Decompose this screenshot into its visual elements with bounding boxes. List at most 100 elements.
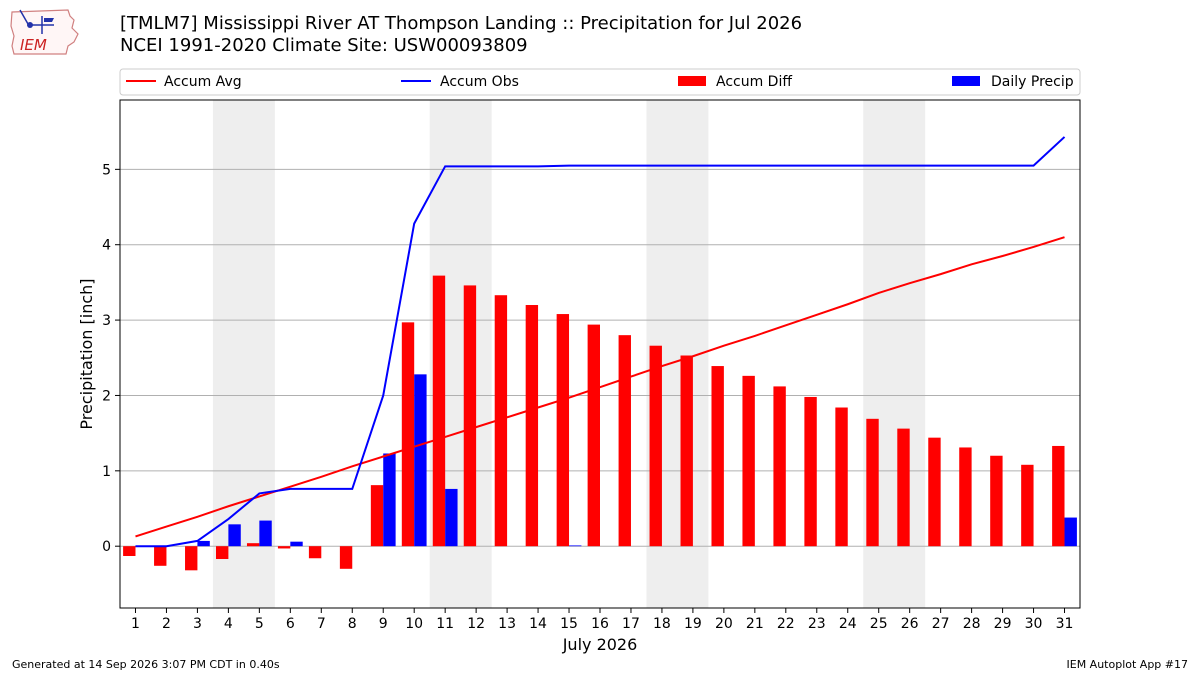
x-tick-label: 19 (684, 616, 702, 632)
x-tick-label: 7 (317, 616, 326, 632)
x-tick-label: 6 (286, 616, 295, 632)
x-tick-label: 16 (591, 616, 609, 632)
legend-label-daily-precip: Daily Precip (991, 74, 1074, 90)
accum-diff-bar (587, 324, 600, 547)
legend-label-accum-avg: Accum Avg (164, 74, 242, 90)
accum-diff-bar (618, 335, 631, 547)
daily-precip-bar (569, 545, 582, 547)
title-line-1: [TMLM7] Mississippi River AT Thompson La… (120, 13, 803, 34)
x-tick-label: 28 (963, 616, 981, 632)
x-tick-label: 24 (839, 616, 857, 632)
accum-diff-bar (1052, 445, 1065, 547)
x-tick-label: 4 (224, 616, 233, 632)
accum-diff-bar (339, 546, 353, 569)
bar-series (123, 275, 1077, 571)
iem-logo: IEM (8, 6, 82, 58)
y-tick-label: 0 (102, 539, 111, 555)
accum-diff-bar (246, 543, 260, 547)
daily-precip-bar (1064, 517, 1077, 547)
x-tick-label: 8 (348, 616, 357, 632)
x-tick-label: 26 (901, 616, 919, 632)
y-axis-label: Precipitation [inch] (77, 278, 96, 429)
x-tick-label: 13 (498, 616, 516, 632)
accum-diff-bar (897, 428, 910, 547)
daily-precip-bar (259, 520, 272, 547)
accum-diff-bar (928, 437, 941, 547)
accum-diff-bar (804, 396, 817, 547)
x-tick-label: 27 (932, 616, 950, 632)
accum-diff-bar (835, 407, 848, 547)
accum-diff-bar (277, 546, 291, 549)
accum-diff-bar (308, 546, 322, 559)
daily-precip-bar (228, 524, 241, 547)
x-tick-label: 17 (622, 616, 640, 632)
accum-diff-bar (401, 322, 415, 547)
accum-diff-bar (1021, 464, 1034, 547)
x-tick-label: 9 (379, 616, 388, 632)
x-tick-label: 21 (746, 616, 764, 632)
accum-diff-bar (990, 455, 1003, 547)
accum-diff-bar (866, 418, 879, 547)
accum-diff-bar (556, 314, 570, 547)
y-tick-label: 3 (102, 313, 111, 329)
legend-box (119, 68, 1081, 96)
generated-timestamp: Generated at 14 Sep 2026 3:07 PM CDT in … (12, 658, 280, 671)
x-tick-label: 31 (1056, 616, 1074, 632)
accum-diff-bar (185, 546, 198, 571)
accum-diff-bar (742, 375, 755, 547)
accum-diff-bar (680, 355, 693, 547)
daily-precip-bar (197, 540, 210, 547)
x-tick-label: 12 (467, 616, 485, 632)
legend-item-daily-precip: Daily Precip (952, 74, 1074, 90)
chart-title: [TMLM7] Mississippi River AT Thompson La… (120, 13, 802, 57)
x-tick-label: 23 (808, 616, 826, 632)
x-tick-label: 15 (560, 616, 578, 632)
accum-obs-line (135, 136, 1066, 548)
x-tick-label: 10 (405, 616, 423, 632)
daily-precip-bar (383, 453, 396, 547)
y-tick-label: 5 (102, 162, 111, 178)
y-tick-label: 4 (102, 238, 111, 254)
x-tick-label: 18 (653, 616, 671, 632)
legend-swatch-daily-precip (952, 76, 980, 86)
daily-precip-bar (414, 374, 427, 547)
legend-swatch-accum-diff (678, 76, 706, 86)
accum-diff-bar (959, 447, 972, 547)
accum-diff-bar (649, 345, 662, 547)
accum-avg-line (135, 236, 1065, 538)
accum-diff-bar (463, 285, 477, 547)
x-tick-label: 3 (193, 616, 202, 632)
x-tick-label: 22 (777, 616, 795, 632)
weekend-shading (212, 100, 926, 608)
x-tick-label: 30 (1025, 616, 1043, 632)
x-tick-label: 20 (715, 616, 733, 632)
y-tick-label: 2 (102, 388, 111, 404)
x-tick-label: 2 (162, 616, 171, 632)
accum-diff-bar (773, 386, 786, 547)
legend-item-accum-diff: Accum Diff (678, 74, 792, 90)
accum-diff-bar (370, 485, 384, 547)
x-tick-label: 14 (529, 616, 547, 632)
accum-diff-bar (494, 295, 508, 547)
accum-diff-bar (525, 305, 539, 547)
accum-diff-bar (123, 546, 136, 556)
y-tick-label: 1 (102, 464, 111, 480)
x-tick-label: 1 (131, 616, 140, 632)
title-line-2: NCEI 1991-2020 Climate Site: USW00093809 (120, 35, 528, 56)
x-tick-label: 11 (436, 616, 454, 632)
legend-item-accum-obs: Accum Obs (401, 74, 519, 90)
x-tick-label: 25 (870, 616, 888, 632)
legend-label-accum-diff: Accum Diff (716, 74, 792, 90)
x-axis-label: July 2026 (562, 635, 638, 654)
daily-precip-bar (290, 541, 303, 547)
line-series (135, 136, 1066, 548)
svg-text:IEM: IEM (20, 36, 47, 54)
legend-item-accum-avg: Accum Avg (126, 74, 242, 90)
legend: Accum Avg Accum Obs Accum Diff Daily Pre… (119, 68, 1081, 96)
legend-label-accum-obs: Accum Obs (440, 74, 519, 90)
accum-diff-bar (711, 366, 724, 547)
x-tick-label: 29 (994, 616, 1012, 632)
accum-diff-bar (154, 546, 167, 566)
